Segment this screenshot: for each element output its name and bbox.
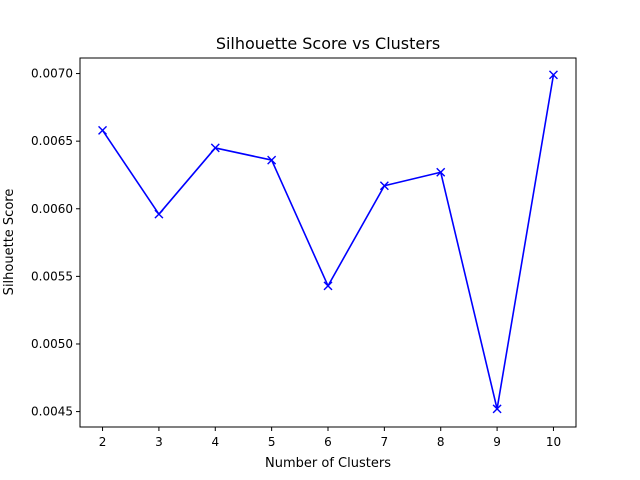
data-point-marker [323,281,333,291]
y-tick-label: 0.0050 [31,337,73,351]
x-axis-label: Number of Clusters [265,456,391,471]
data-point-marker [436,167,446,177]
x-tick-label: 8 [437,435,445,449]
y-axis-label: Silhouette Score [2,189,17,296]
data-point-marker [492,404,502,414]
x-tick-label: 3 [155,435,163,449]
data-point-marker [98,125,108,135]
y-tick-label: 0.0055 [31,269,73,283]
y-tick-label: 0.0070 [31,67,73,81]
x-axis-ticks: 2 3 4 5 6 7 8 9 10 [99,427,561,449]
x-tick-label: 4 [211,435,219,449]
y-tick-label: 0.0065 [31,134,73,148]
series-layer [98,70,558,414]
x-tick-label: 10 [546,435,561,449]
x-tick-label: 6 [324,435,332,449]
x-tick-label: 2 [99,435,107,449]
data-point-marker [154,209,164,219]
data-point-marker [379,181,389,191]
data-point-marker [267,155,277,165]
y-tick-label: 0.0060 [31,202,73,216]
x-tick-label: 7 [381,435,389,449]
x-tick-label: 5 [268,435,276,449]
x-tick-label: 9 [493,435,501,449]
plot-area [79,57,577,428]
data-point-marker [210,143,220,153]
y-tick-label: 0.0045 [31,405,73,419]
data-point-marker [548,70,558,80]
y-axis-ticks: 0.0045 0.0050 0.0055 0.0060 0.0065 0.0070 [31,67,80,419]
chart-title: Silhouette Score vs Clusters [216,34,440,53]
